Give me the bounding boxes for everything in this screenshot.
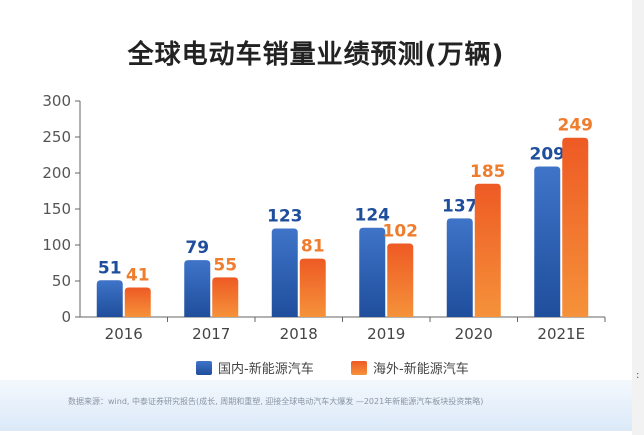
bar-overseas bbox=[562, 137, 589, 317]
source-note: 数据来源：wind, 中泰证券研究报告(成长, 周期和重塑, 迎接全球电动汽车大… bbox=[68, 397, 484, 406]
y-tick-label: 200 bbox=[42, 164, 71, 182]
bar-domestic bbox=[184, 260, 211, 317]
data-label: 209 bbox=[530, 145, 566, 165]
chart-title: 全球电动车销量业绩预测(万辆) bbox=[127, 40, 505, 70]
data-label: 55 bbox=[213, 255, 237, 275]
y-tick-label: 300 bbox=[42, 92, 71, 110]
legend-swatch-overseas bbox=[351, 361, 367, 375]
data-label: 79 bbox=[185, 238, 209, 258]
data-label: 81 bbox=[301, 237, 325, 257]
data-label: 41 bbox=[126, 265, 150, 285]
edge-mark: : bbox=[636, 370, 640, 381]
data-label: 137 bbox=[442, 196, 478, 216]
bar-domestic bbox=[271, 228, 298, 317]
bar-domestic bbox=[96, 280, 123, 317]
bar-overseas bbox=[212, 277, 239, 317]
data-label: 124 bbox=[355, 206, 391, 226]
bar-overseas bbox=[299, 258, 326, 317]
y-tick-label: 250 bbox=[42, 128, 71, 146]
data-label: 51 bbox=[98, 258, 122, 278]
x-tick-label: 2018 bbox=[280, 325, 318, 343]
x-tick-label: 2020 bbox=[455, 325, 493, 343]
data-label: 102 bbox=[383, 222, 419, 242]
y-tick-label: 50 bbox=[52, 272, 71, 290]
bar-overseas bbox=[387, 243, 414, 317]
bar-overseas bbox=[474, 183, 501, 317]
data-label: 123 bbox=[267, 206, 303, 226]
data-label: 185 bbox=[470, 162, 506, 182]
bottom-band bbox=[0, 380, 632, 431]
x-tick-label: 2019 bbox=[367, 325, 405, 343]
legend-swatch-domestic bbox=[196, 361, 212, 375]
legend-label: 国内-新能源汽车 bbox=[218, 361, 314, 377]
bar-domestic bbox=[534, 166, 561, 317]
y-tick-label: 100 bbox=[42, 236, 71, 254]
legend-label: 海外-新能源汽车 bbox=[373, 361, 469, 377]
x-tick-label: 2021E bbox=[537, 325, 585, 343]
edge-strip bbox=[632, 0, 644, 435]
bar-domestic bbox=[446, 218, 473, 317]
data-label: 249 bbox=[558, 116, 594, 136]
bar-overseas bbox=[124, 287, 151, 317]
y-tick-label: 150 bbox=[42, 200, 71, 218]
chart-card: 全球电动车销量业绩预测(万辆) 0 50 100 150 200 250 300 2016 51… bbox=[0, 40, 632, 431]
x-tick-label: 2017 bbox=[192, 325, 230, 343]
y-tick-label: 0 bbox=[61, 308, 71, 326]
bar-domestic bbox=[359, 227, 386, 317]
x-tick-label: 2016 bbox=[105, 325, 143, 343]
